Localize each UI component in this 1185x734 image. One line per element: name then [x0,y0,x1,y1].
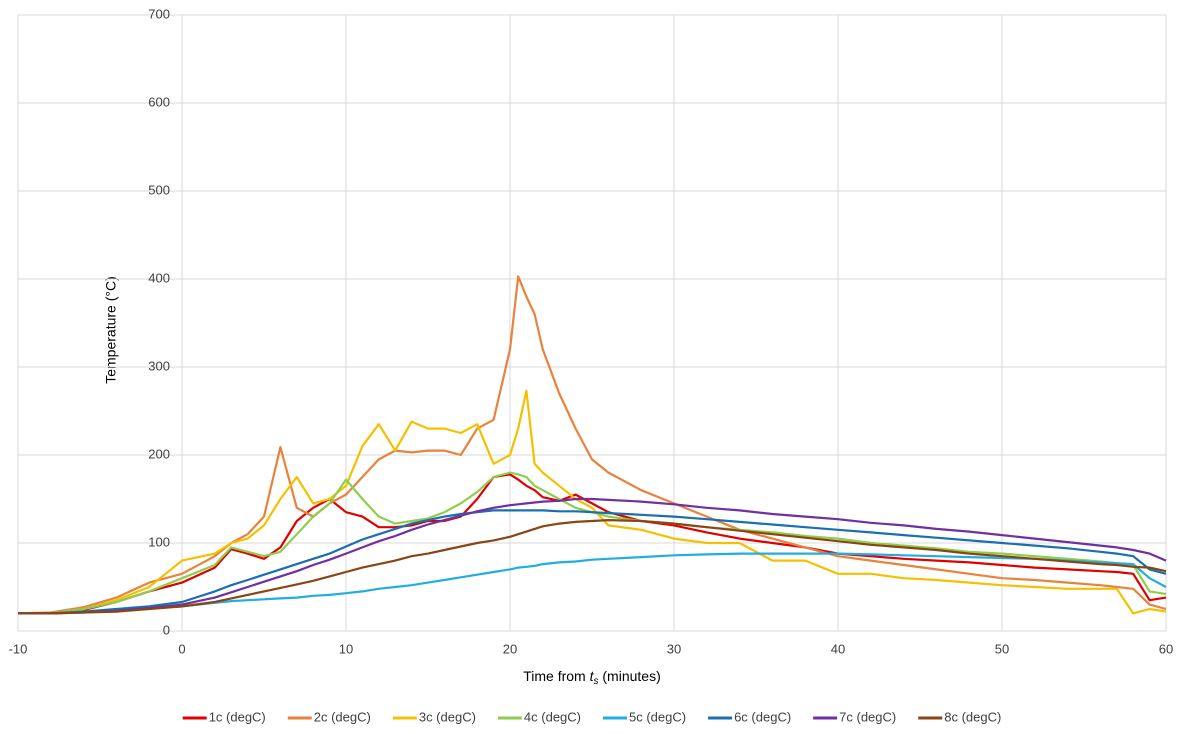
grid [17,14,1167,632]
x-tick-label: 50 [995,641,1009,656]
y-tick-label: 500 [148,182,170,197]
y-tick-label: 700 [148,6,170,21]
series-line [18,471,1167,615]
series-line [17,275,1167,615]
x-tick-label: 30 [667,641,681,656]
y-tick-label: 0 [163,622,170,637]
legend: 1c (degC) 2c (degC) 3c (degC) 4c (degC) 5c (… [182,709,1001,724]
x-tick-label: 40 [831,641,845,656]
series-line [18,473,1167,615]
legend-label: 4c (degC) [524,709,581,724]
y-axis-title: Temperature (°C) [103,276,119,384]
legend-label: 8c (degC) [944,709,1001,724]
y-tick-label: 300 [148,358,170,373]
y-tick-label: 600 [148,94,170,109]
x-axis-title: Time from ts (minutes) [523,668,661,688]
legend-label: 7c (degC) [839,709,896,724]
x-tick-label: 20 [503,641,517,656]
x-axis-title-prefix: Time from [523,668,585,684]
x-tick-label: 10 [339,641,353,656]
x-tick-label: 0 [178,641,185,656]
legend-label: 3c (degC) [419,709,476,724]
x-tick-label: 60 [1159,641,1173,656]
y-tick-label: 400 [148,270,170,285]
x-axis-title-subscript: s [594,676,599,687]
series-line [18,389,1167,615]
legend-label: 1c (degC) [209,709,266,724]
series-line [18,509,1167,615]
legend-label: 6c (degC) [734,709,791,724]
y-tick-label: 100 [148,534,170,549]
x-axis-title-symbol: t [590,668,595,684]
series-line [18,497,1167,615]
legend-label: 5c (degC) [629,709,686,724]
series-line [18,552,1167,615]
y-tick-label: 200 [148,446,170,461]
series-line [18,519,1167,615]
x-axis-title-suffix: (minutes) [602,668,660,684]
x-tick-label: -10 [9,641,28,656]
legend-label: 2c (degC) [314,709,371,724]
